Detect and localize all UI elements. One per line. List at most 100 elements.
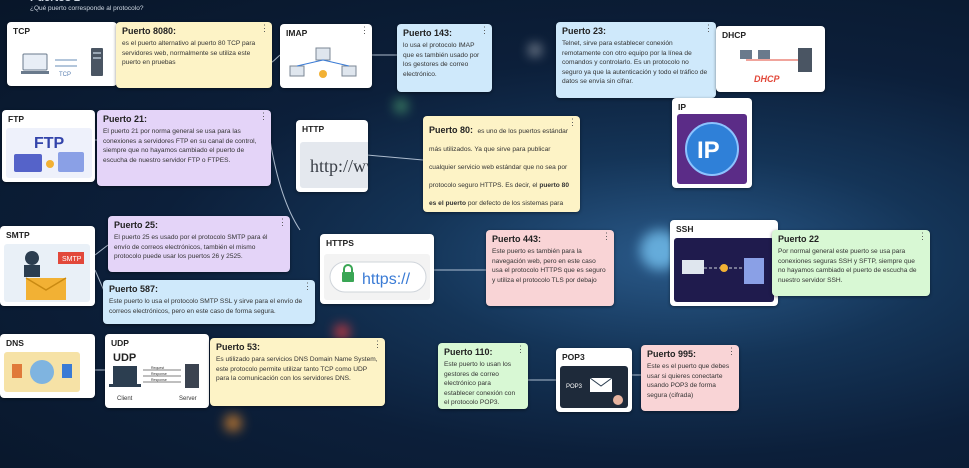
port-description: es el puerto alternativo al puerto 80 TC…: [122, 40, 256, 67]
port-card-21[interactable]: ⋮ Puerto 21: El puerto 21 por norma gene…: [97, 110, 271, 186]
port-card-443[interactable]: ⋮ Puerto 443: Este puerto es también par…: [486, 230, 614, 306]
port-card-80[interactable]: ⋮ Puerto 80: es uno de los puertos están…: [423, 116, 580, 212]
port-title: Puerto 587:: [109, 284, 159, 294]
board-title: Puertos 2: [30, 0, 80, 4]
udp-server-text: Server: [179, 396, 197, 402]
port-title: Puerto 25:: [114, 220, 159, 230]
smtp-illustration: SMTP: [4, 244, 90, 302]
port-card-53[interactable]: ⋮ Puerto 53: Es utilizado para servicios…: [210, 338, 385, 406]
port-description: lo usa el protocolo IMAP que es también …: [403, 42, 480, 78]
protocol-card-tcp[interactable]: TCP TCP: [7, 22, 117, 86]
dns-illustration: [4, 352, 80, 392]
tcp-illustration: TCP: [21, 46, 111, 82]
dhcp-illustration: DHCP: [736, 46, 822, 88]
port-card-110[interactable]: ⋮ Puerto 110: Este puerto lo usan los ge…: [438, 343, 528, 409]
protocol-card-ip[interactable]: IP IP: [672, 98, 752, 188]
protocol-label: HTTPS: [326, 238, 354, 248]
port-title: Puerto 143:: [403, 28, 453, 38]
port-card-8080[interactable]: ⋮ Puerto 8080: es el puerto alternativo …: [116, 22, 272, 88]
port-description: es uno de los puertos estándar más utili…: [429, 128, 569, 212]
port-description: Este puerto es también para la navegació…: [492, 248, 606, 284]
protocol-card-ftp[interactable]: FTP FTP: [2, 110, 95, 182]
background-glow: [225, 415, 241, 431]
port-title: Puerto 80:: [429, 125, 474, 135]
protocol-label: POP3: [562, 352, 585, 362]
port-title: Puerto 21:: [103, 114, 148, 124]
card-menu-icon[interactable]: ⋮: [480, 25, 489, 35]
ftp-word-text: FTP: [34, 135, 65, 152]
port-description-part: es uno de los puertos estándar más utili…: [429, 128, 569, 189]
protocol-label: HTTP: [302, 124, 325, 134]
udp-response-text: Response: [151, 372, 167, 376]
protocol-label: IMAP: [286, 28, 308, 38]
protocol-label: SMTP: [6, 230, 30, 240]
protocol-card-dns[interactable]: DNS: [0, 334, 95, 398]
card-menu-icon[interactable]: ⋮: [918, 231, 927, 241]
port-card-995[interactable]: ⋮ Puerto 995: Este es el puerto que debe…: [641, 345, 739, 411]
http-illustration: http://ww: [300, 142, 368, 188]
protocol-card-ssh[interactable]: SSH: [670, 220, 778, 306]
port-card-25[interactable]: ⋮ Puerto 25: El puerto 25 es usado por e…: [108, 216, 290, 272]
pop3-tag-text: POP3: [566, 384, 583, 390]
ip-illustration: IP: [677, 114, 747, 184]
port-card-587[interactable]: ⋮ Puerto 587: Este puerto lo usa el prot…: [103, 280, 315, 324]
ssh-illustration: [674, 238, 774, 302]
port-description-emphasis: puerto 80 es el puerto: [429, 182, 569, 207]
protocol-label: UDP: [111, 338, 129, 348]
udp-title-text: UDP: [113, 352, 136, 364]
card-menu-icon[interactable]: ⋮: [727, 346, 736, 356]
ip-logo-text: IP: [697, 137, 720, 164]
protocol-label: TCP: [13, 26, 30, 36]
port-title: Puerto 23:: [562, 26, 607, 36]
background-glow: [335, 325, 349, 339]
udp-request-text: Request: [151, 366, 164, 370]
protocol-card-imap[interactable]: IMAP ⋮: [280, 24, 372, 88]
card-menu-icon[interactable]: ⋮: [568, 117, 577, 127]
udp-illustration: UDP Request Response Response Client Ser…: [109, 350, 207, 406]
https-url-text: https://: [362, 271, 411, 288]
protocol-card-smtp[interactable]: SMTP SMTP: [0, 226, 95, 306]
card-menu-icon[interactable]: ⋮: [360, 25, 369, 35]
https-illustration: https://: [324, 254, 430, 300]
tcp-tag-text: TCP: [59, 72, 71, 78]
smtp-tag-text: SMTP: [62, 256, 82, 263]
background-glow: [395, 100, 407, 112]
card-menu-icon[interactable]: ⋮: [278, 217, 287, 227]
udp-client-text: Client: [117, 396, 133, 402]
card-menu-icon[interactable]: ⋮: [602, 231, 611, 241]
card-menu-icon[interactable]: ⋮: [704, 23, 713, 33]
background-glow: [530, 45, 540, 55]
port-description: Telnet, sirve para establecer conexión r…: [562, 40, 708, 86]
card-menu-icon[interactable]: ⋮: [516, 344, 525, 354]
card-menu-icon[interactable]: ⋮: [259, 111, 268, 121]
protocol-card-dhcp[interactable]: DHCP DHCP: [716, 26, 825, 92]
port-description-part: por defecto de los sistemas para publica…: [467, 200, 564, 207]
protocol-label: IP: [678, 102, 687, 112]
card-menu-icon[interactable]: ⋮: [373, 339, 382, 349]
port-title: Puerto 995:: [647, 349, 697, 359]
port-title: Puerto 8080:: [122, 26, 177, 36]
port-title: Puerto 53:: [216, 342, 261, 352]
protocol-label: SSH: [676, 224, 694, 234]
protocol-card-https[interactable]: HTTPS https://: [320, 234, 434, 304]
port-description: El puerto 21 por norma general se usa pa…: [103, 128, 257, 164]
card-menu-icon[interactable]: ⋮: [260, 23, 269, 33]
protocol-card-pop3[interactable]: POP3 POP3: [556, 348, 632, 412]
port-card-143[interactable]: ⋮ Puerto 143: lo usa el protocolo IMAP q…: [397, 24, 492, 92]
port-card-23[interactable]: ⋮ Puerto 23: Telnet, sirve para establec…: [556, 22, 716, 98]
protocol-label: FTP: [8, 114, 25, 124]
protocol-card-http[interactable]: HTTP http://ww: [296, 120, 368, 192]
port-card-22[interactable]: ⋮ Puerto 22 Por normal general este puer…: [772, 230, 930, 296]
port-title: Puerto 443:: [492, 234, 542, 244]
port-description: Este puerto lo usa el protocolo SMTP SSL…: [109, 298, 303, 315]
card-menu-icon[interactable]: ⋮: [303, 281, 312, 291]
dhcp-logo-text: DHCP: [754, 74, 780, 84]
port-title: Puerto 110:: [444, 347, 493, 357]
port-description: Es utilizado para servicios DNS Domain N…: [216, 356, 378, 383]
protocol-label: DHCP: [722, 30, 747, 40]
port-description: El puerto 25 es usado por el protocolo S…: [114, 234, 268, 261]
protocol-card-udp[interactable]: UDP UDP Request Response Response Client…: [105, 334, 209, 408]
port-description: Por normal general este puerto se usa pa…: [778, 248, 917, 284]
udp-response-text: Response: [151, 378, 167, 382]
